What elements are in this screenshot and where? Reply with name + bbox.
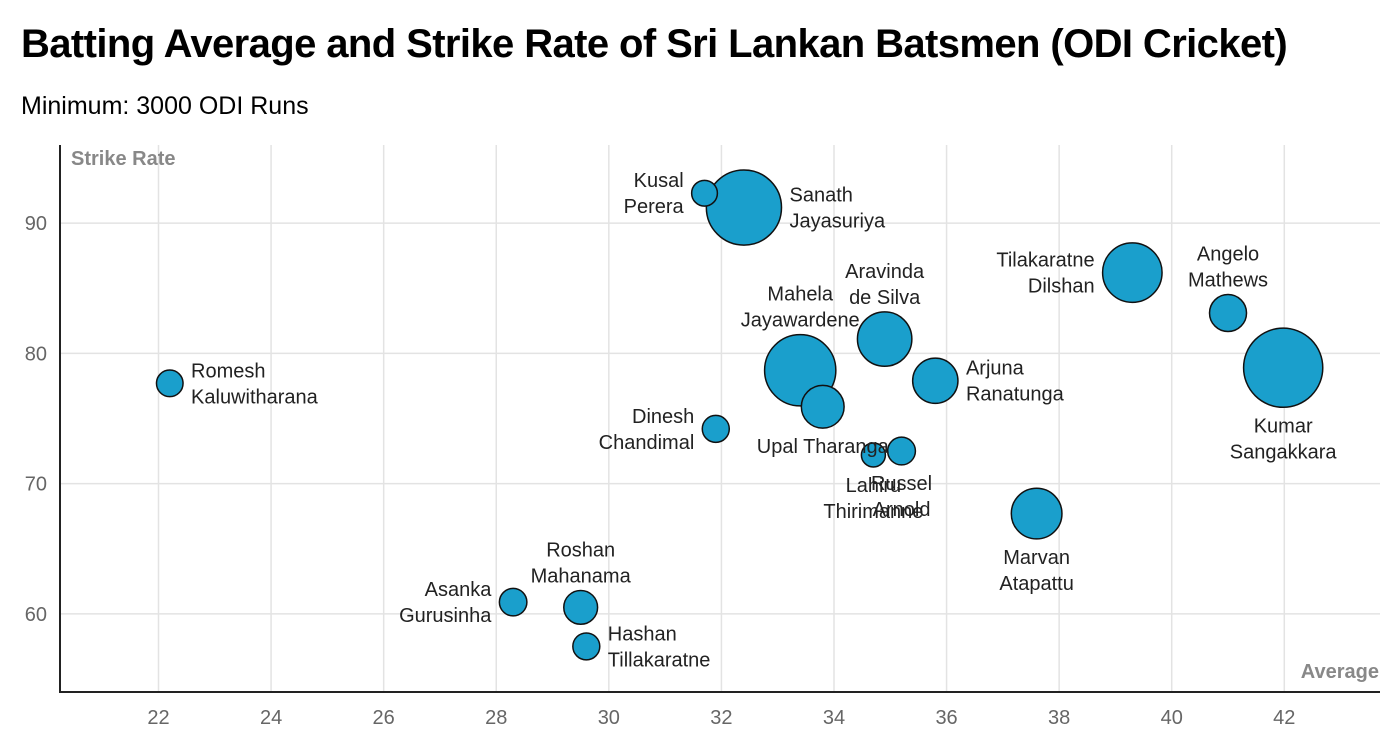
point-labels: Romesh Kaluwitharana Kusal Perera Sanath Jaya… — [191, 170, 1337, 671]
point-label: Arjuna Ranatunga — [966, 358, 1065, 406]
x-tick-label: 32 — [710, 707, 732, 729]
point-label: Dinesh Chandimal — [599, 406, 695, 454]
chart-title: Batting Average and Strike Rate of Sri L… — [21, 22, 1288, 66]
data-point — [800, 384, 845, 429]
axis-ticks: 22 24 26 28 30 32 34 36 38 40 42 60 70 80 90 — [25, 213, 1296, 729]
data-point — [572, 632, 601, 661]
y-tick-label: 80 — [25, 343, 47, 365]
data-point — [856, 311, 913, 368]
y-tick-label: 90 — [25, 213, 47, 235]
x-axis-title: Average — [1301, 661, 1379, 683]
data-point — [690, 179, 719, 207]
point-label: Upal Tharanga — [757, 436, 890, 458]
data-points — [155, 169, 1324, 661]
x-tick-label: 22 — [147, 707, 169, 729]
y-tick-label: 60 — [25, 604, 47, 626]
data-point — [701, 414, 731, 444]
point-label: Russel Arnold — [871, 473, 932, 521]
x-tick-label: 26 — [373, 707, 395, 729]
data-point — [860, 442, 887, 468]
x-tick-label: 30 — [598, 707, 620, 729]
point-label: Tilakaratne Dilshan — [996, 250, 1094, 298]
x-tick-label: 42 — [1273, 707, 1295, 729]
point-label: Kumar Sangakkara — [1230, 415, 1338, 463]
y-axis-title: Strike Rate — [71, 148, 176, 170]
point-label: Hashan Tillakaratne — [608, 623, 711, 671]
point-label: Mahela Jayawardene — [741, 284, 860, 332]
x-tick-label: 38 — [1048, 707, 1070, 729]
y-tick-label: 70 — [25, 474, 47, 496]
x-tick-label: 40 — [1161, 707, 1183, 729]
data-point — [911, 357, 959, 405]
point-label: Asanka Gurusinha — [399, 579, 492, 627]
data-point — [1208, 293, 1248, 333]
axes: Strike Rate Average — [59, 145, 1380, 693]
point-label: Aravinda de Silva — [845, 261, 925, 309]
point-label: Romesh Kaluwitharana — [191, 360, 319, 408]
x-tick-label: 34 — [823, 707, 845, 729]
data-point — [498, 587, 528, 617]
data-point — [705, 169, 783, 246]
data-point — [886, 436, 917, 466]
data-point — [1101, 242, 1163, 304]
chart-subtitle: Minimum: 3000 ODI Runs — [21, 92, 309, 120]
data-point — [1242, 327, 1324, 409]
data-point — [1010, 487, 1063, 540]
x-tick-label: 28 — [485, 707, 507, 729]
data-point — [155, 369, 184, 398]
point-label: Sanath Jayasuriya — [789, 185, 885, 233]
data-point — [563, 589, 599, 626]
point-label: Kusal Perera — [624, 170, 685, 218]
x-tick-label: 36 — [935, 707, 957, 729]
point-label: Lahiru Thirimanne — [823, 475, 923, 523]
x-tick-label: 24 — [260, 707, 282, 729]
point-label: Angelo Mathews — [1188, 244, 1268, 292]
point-label: Roshan Mahanama — [531, 539, 632, 587]
point-label: Marvan Atapattu — [999, 547, 1074, 595]
